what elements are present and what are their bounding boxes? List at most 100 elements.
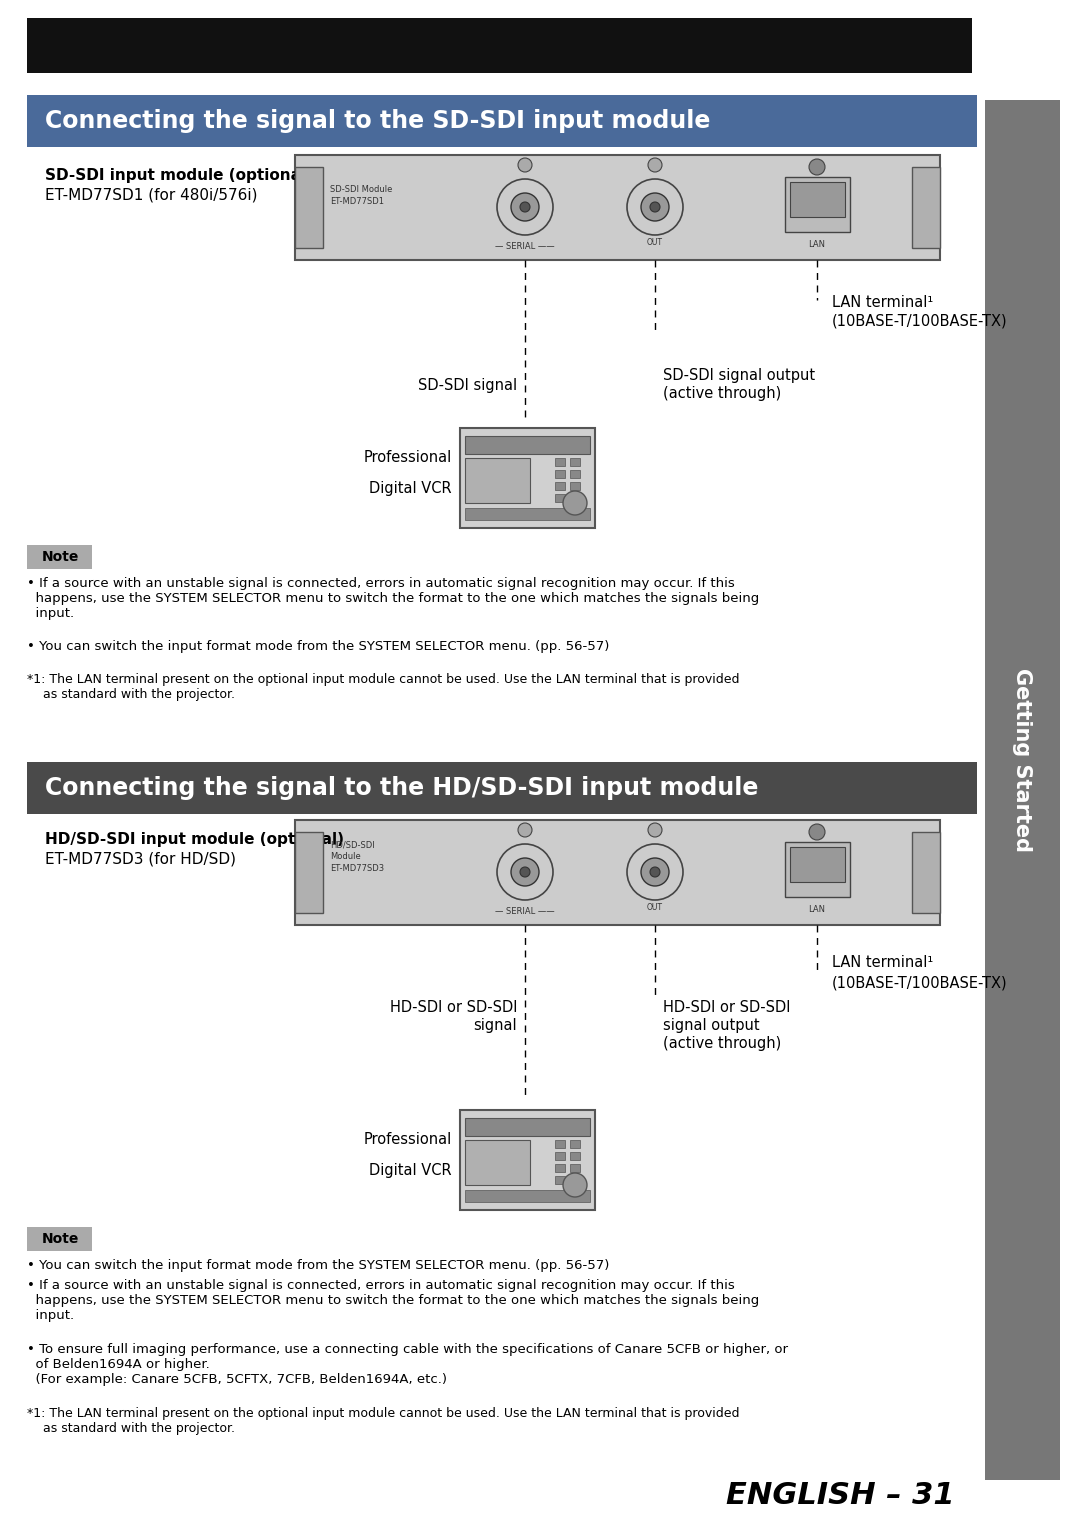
Text: HD/SD-SDI input module (optional): HD/SD-SDI input module (optional) xyxy=(45,832,345,847)
Bar xyxy=(460,1110,595,1209)
Text: HD-SDI or SD-SDI: HD-SDI or SD-SDI xyxy=(663,1000,791,1015)
Text: • To ensure full imaging performance, use a connecting cable with the specificat: • To ensure full imaging performance, us… xyxy=(27,1344,788,1387)
Bar xyxy=(570,1164,580,1173)
Text: *1: The LAN terminal present on the optional input module cannot be used. Use th: *1: The LAN terminal present on the opti… xyxy=(27,673,740,701)
Bar xyxy=(570,1151,580,1161)
Text: Connecting the signal to the SD-SDI input module: Connecting the signal to the SD-SDI inpu… xyxy=(45,108,711,133)
Text: Note: Note xyxy=(41,1232,79,1246)
Bar xyxy=(555,470,565,478)
Text: Module: Module xyxy=(330,852,361,861)
Bar xyxy=(789,847,845,883)
Text: (10BASE-T/100BASE-TX): (10BASE-T/100BASE-TX) xyxy=(832,315,1008,328)
Bar xyxy=(465,1141,530,1185)
Bar xyxy=(27,1228,92,1251)
Circle shape xyxy=(809,159,825,176)
Text: Professional: Professional xyxy=(364,1133,453,1147)
Bar xyxy=(912,166,940,247)
Circle shape xyxy=(563,492,588,515)
Bar xyxy=(570,1176,580,1183)
Text: LAN terminal¹: LAN terminal¹ xyxy=(832,295,933,310)
Text: SD-SDI signal: SD-SDI signal xyxy=(418,379,517,392)
Bar xyxy=(27,18,972,73)
Text: SD-SDI signal output: SD-SDI signal output xyxy=(663,368,815,383)
Text: — SERIAL ——: — SERIAL —— xyxy=(495,241,555,250)
Circle shape xyxy=(642,192,669,221)
Circle shape xyxy=(809,825,825,840)
Bar xyxy=(295,820,940,925)
Text: HD/SD-SDI: HD/SD-SDI xyxy=(330,840,375,849)
Circle shape xyxy=(627,179,683,235)
Text: Digital VCR: Digital VCR xyxy=(369,481,453,495)
Bar xyxy=(555,483,565,490)
Circle shape xyxy=(650,867,660,876)
Text: • You can switch the input format mode from the SYSTEM SELECTOR menu. (pp. 56-57: • You can switch the input format mode f… xyxy=(27,640,609,654)
Text: ENGLISH – 31: ENGLISH – 31 xyxy=(727,1481,955,1510)
Bar xyxy=(27,545,92,570)
Bar xyxy=(570,483,580,490)
Circle shape xyxy=(511,858,539,886)
Text: signal output: signal output xyxy=(663,1019,759,1032)
Bar xyxy=(555,458,565,466)
Text: Professional: Professional xyxy=(364,450,453,466)
Circle shape xyxy=(497,844,553,899)
Bar xyxy=(555,1141,565,1148)
Bar xyxy=(789,182,845,217)
Bar xyxy=(465,458,530,502)
Circle shape xyxy=(563,1173,588,1197)
Bar xyxy=(295,156,940,260)
Text: signal: signal xyxy=(473,1019,517,1032)
Circle shape xyxy=(648,157,662,173)
Bar xyxy=(570,470,580,478)
Text: *1: The LAN terminal present on the optional input module cannot be used. Use th: *1: The LAN terminal present on the opti… xyxy=(27,1406,740,1435)
Text: Connecting the signal to the HD/SD-SDI input module: Connecting the signal to the HD/SD-SDI i… xyxy=(45,776,758,800)
Bar xyxy=(295,166,323,247)
Text: HD-SDI or SD-SDI: HD-SDI or SD-SDI xyxy=(390,1000,517,1015)
Circle shape xyxy=(650,202,660,212)
Bar xyxy=(295,832,323,913)
Circle shape xyxy=(648,823,662,837)
Circle shape xyxy=(627,844,683,899)
Text: SD-SDI input module (optional): SD-SDI input module (optional) xyxy=(45,168,313,183)
Text: • You can switch the input format mode from the SYSTEM SELECTOR menu. (pp. 56-57: • You can switch the input format mode f… xyxy=(27,1258,609,1272)
Text: • If a source with an unstable signal is connected, errors in automatic signal r: • If a source with an unstable signal is… xyxy=(27,577,759,620)
Text: ET-MD77SD1 (for 480i/576i): ET-MD77SD1 (for 480i/576i) xyxy=(45,188,257,203)
Circle shape xyxy=(519,202,530,212)
Text: (active through): (active through) xyxy=(663,1035,781,1051)
Bar xyxy=(570,495,580,502)
Bar xyxy=(460,428,595,528)
Bar xyxy=(555,1151,565,1161)
Text: Getting Started: Getting Started xyxy=(1012,667,1032,852)
Bar xyxy=(465,508,590,521)
Text: OUT: OUT xyxy=(647,238,663,247)
Text: Digital VCR: Digital VCR xyxy=(369,1162,453,1177)
Text: • If a source with an unstable signal is connected, errors in automatic signal r: • If a source with an unstable signal is… xyxy=(27,1280,759,1322)
Text: ET-MD77SD3: ET-MD77SD3 xyxy=(330,864,384,873)
Bar xyxy=(27,95,977,147)
Circle shape xyxy=(642,858,669,886)
Circle shape xyxy=(519,867,530,876)
Circle shape xyxy=(511,192,539,221)
Text: SD-SDI Module: SD-SDI Module xyxy=(330,185,392,194)
Bar xyxy=(570,1141,580,1148)
Bar xyxy=(555,1164,565,1173)
Text: (active through): (active through) xyxy=(663,386,781,402)
Bar xyxy=(785,177,850,232)
Text: ET-MD77SD3 (for HD/SD): ET-MD77SD3 (for HD/SD) xyxy=(45,852,237,867)
Text: (10BASE-T/100BASE-TX): (10BASE-T/100BASE-TX) xyxy=(832,976,1008,989)
Bar xyxy=(465,1118,590,1136)
Bar xyxy=(570,458,580,466)
Text: LAN: LAN xyxy=(809,240,825,249)
Bar xyxy=(912,832,940,913)
Text: LAN: LAN xyxy=(809,906,825,915)
Bar xyxy=(985,99,1059,1480)
Bar xyxy=(785,841,850,896)
Text: OUT: OUT xyxy=(647,902,663,912)
Text: — SERIAL ——: — SERIAL —— xyxy=(495,907,555,916)
Bar xyxy=(27,762,977,814)
Text: ET-MD77SD1: ET-MD77SD1 xyxy=(330,197,384,206)
Circle shape xyxy=(497,179,553,235)
Text: LAN terminal¹: LAN terminal¹ xyxy=(832,954,933,970)
Bar xyxy=(555,1176,565,1183)
Bar xyxy=(465,1190,590,1202)
Bar xyxy=(555,495,565,502)
